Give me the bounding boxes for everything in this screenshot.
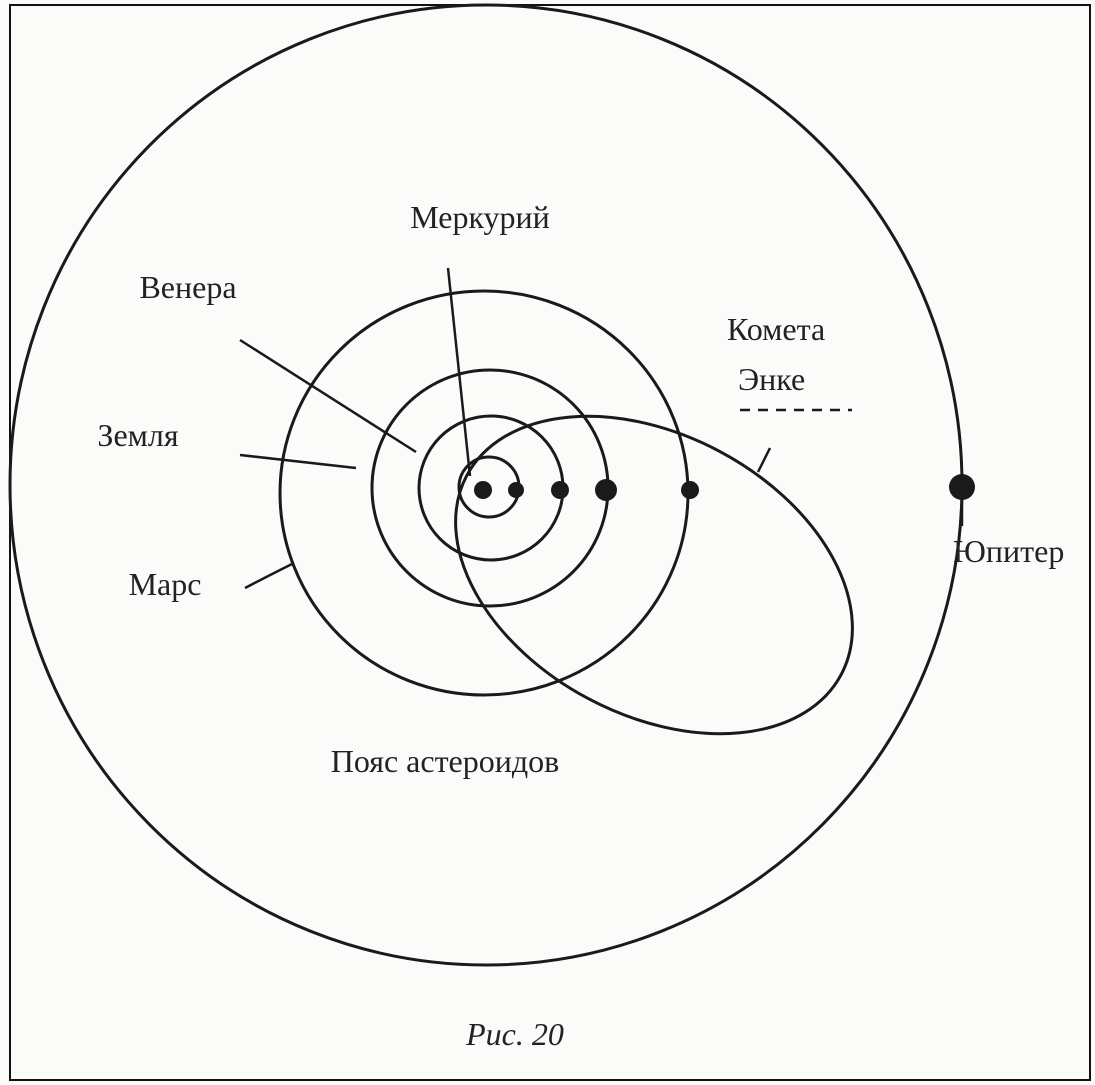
mars <box>681 481 699 499</box>
leader-line <box>239 338 417 454</box>
label: Пояс астероидов <box>331 743 560 779</box>
caption: Рис. 20 <box>465 1016 564 1052</box>
label: Энке <box>738 361 805 397</box>
leader-line <box>446 267 472 477</box>
sun <box>474 481 492 499</box>
frame <box>9 4 1091 1081</box>
label: Венера <box>139 269 236 305</box>
leader-line <box>756 447 772 473</box>
label: Земля <box>97 417 178 453</box>
label: Комета <box>727 311 825 347</box>
earth <box>595 479 617 501</box>
comet-orbit <box>454 414 854 736</box>
mercury <box>508 482 524 498</box>
label: Марс <box>129 566 202 602</box>
leader-line <box>244 562 293 590</box>
label: Меркурий <box>410 199 550 235</box>
leader-line <box>239 453 357 470</box>
label: Юпитер <box>953 533 1064 569</box>
jupiter <box>949 474 975 500</box>
venus <box>551 481 569 499</box>
